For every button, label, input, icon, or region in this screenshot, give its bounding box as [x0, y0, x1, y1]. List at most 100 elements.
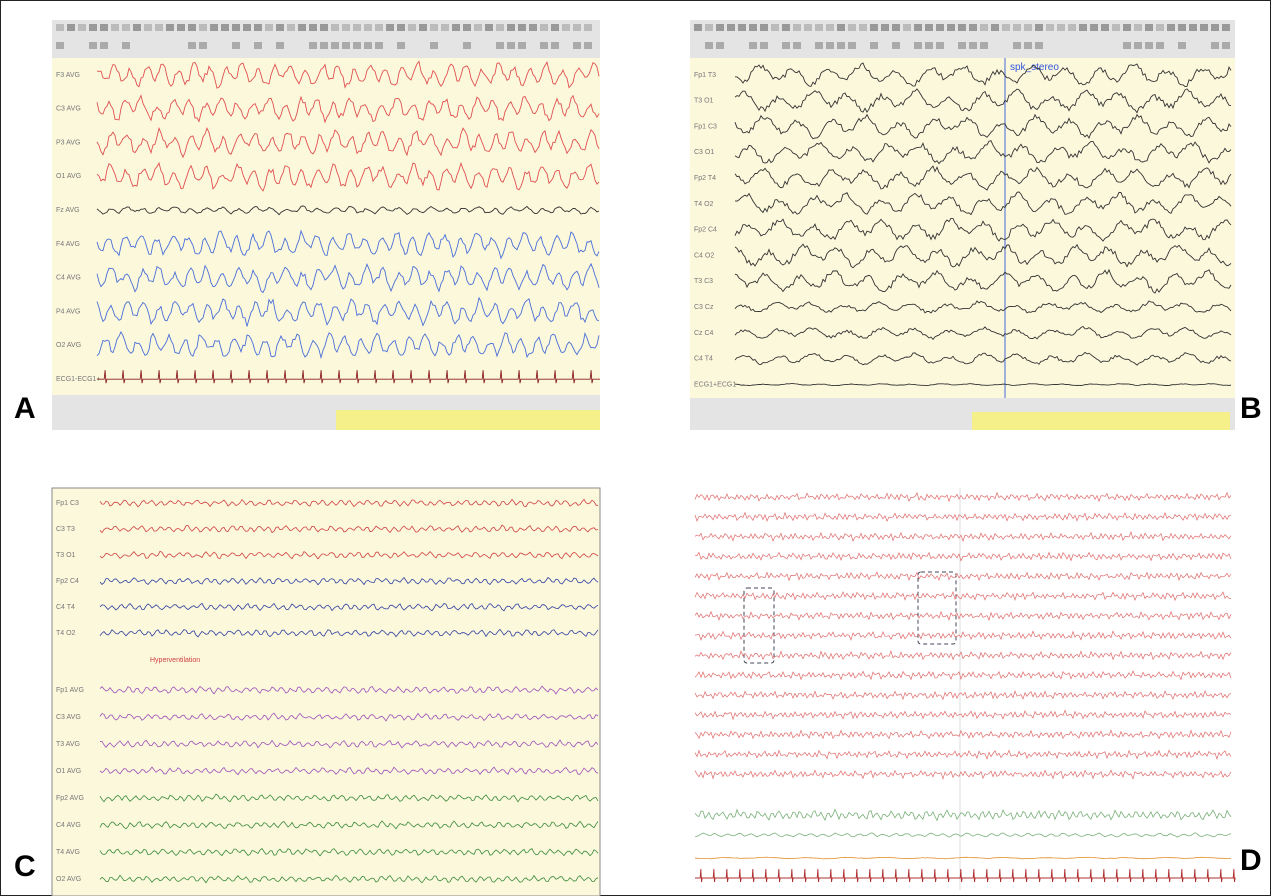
toolbar-icon [1079, 24, 1087, 31]
toolbar-icon [320, 42, 328, 49]
channel-label: Cz C4 [694, 330, 714, 337]
toolbar-icon [870, 42, 878, 49]
toolbar-icon [1134, 24, 1142, 31]
toolbar-icon [1222, 24, 1230, 31]
toolbar-icon [221, 24, 229, 31]
toolbar-icon [397, 24, 405, 31]
panel-label: D [1240, 844, 1262, 877]
toolbar-icon [298, 24, 306, 31]
toolbar-icon [463, 24, 471, 31]
toolbar-icon [826, 24, 834, 31]
toolbar-icon [914, 42, 922, 49]
toolbar-icon [551, 42, 559, 49]
timeline [336, 410, 600, 430]
toolbar-icon [826, 42, 834, 49]
toolbar-icon [936, 24, 944, 31]
toolbar-icon [441, 24, 449, 31]
toolbar-icon [837, 24, 845, 31]
toolbar-icon [188, 42, 196, 49]
toolbar-icon [166, 24, 174, 31]
toolbar-icon [463, 42, 471, 49]
toolbar-icon [705, 24, 713, 31]
toolbar-icon [892, 24, 900, 31]
channel-label: C3 AVG [56, 106, 81, 113]
channel-label: T3 C3 [694, 278, 713, 285]
annotation: Hyperventilation [150, 657, 200, 664]
toolbar-icon [969, 42, 977, 49]
channel-label: C4 T4 [56, 604, 75, 611]
toolbar-icon [1167, 24, 1175, 31]
toolbar-icon [1013, 24, 1021, 31]
toolbar-icon [353, 42, 361, 49]
toolbar-icon [1002, 24, 1010, 31]
toolbar-icon [188, 24, 196, 31]
toolbar-icon [287, 24, 295, 31]
toolbar-icon [56, 42, 64, 49]
toolbar-icon [793, 24, 801, 31]
channel-label: Fp2 T4 [694, 175, 716, 182]
toolbar-icon [386, 24, 394, 31]
toolbar-icon [903, 24, 911, 31]
channel-label: C3 AVG [56, 714, 81, 721]
toolbar-icon [276, 24, 284, 31]
toolbar-icon [474, 24, 482, 31]
toolbar-icon [342, 24, 350, 31]
toolbar-icon [496, 42, 504, 49]
channel-label: F4 AVG [56, 241, 80, 248]
toolbar-icon [749, 24, 757, 31]
channel-label: O2 AVG [56, 342, 81, 349]
toolbar-icon [89, 42, 97, 49]
toolbar-icon [122, 42, 130, 49]
toolbar-icon [1156, 24, 1164, 31]
toolbar-icon [331, 42, 339, 49]
toolbar-icon [309, 24, 317, 31]
toolbar-icon [925, 42, 933, 49]
toolbar-icon [111, 24, 119, 31]
toolbar-icon [881, 24, 889, 31]
toolbar-icon [364, 24, 372, 31]
toolbar-icon [540, 42, 548, 49]
timeline [972, 412, 1230, 430]
toolbar-icon [1211, 42, 1219, 49]
channel-label: T3 O1 [56, 552, 76, 559]
toolbar-icon [375, 24, 383, 31]
toolbar-icon [540, 24, 548, 31]
toolbar-icon [782, 24, 790, 31]
toolbar-icon [892, 42, 900, 49]
toolbar-icon [507, 42, 515, 49]
channel-label: O1 AVG [56, 768, 81, 775]
toolbar-icon [1211, 24, 1219, 31]
toolbar-icon [199, 42, 207, 49]
toolbar-icon [331, 24, 339, 31]
toolbar-icon [100, 42, 108, 49]
toolbar-icon [89, 24, 97, 31]
toolbar-icon [848, 42, 856, 49]
toolbar-icon [1189, 24, 1197, 31]
toolbar-icon [793, 42, 801, 49]
toolbar-icon [936, 42, 944, 49]
toolbar-icon [1057, 24, 1065, 31]
toolbar-icon [155, 24, 163, 31]
channel-label: O1 AVG [56, 173, 81, 180]
toolbar-icon [980, 24, 988, 31]
toolbar-icon [760, 24, 768, 31]
toolbar-icon [1112, 24, 1120, 31]
toolbar-icon [375, 42, 383, 49]
toolbar-icon [551, 24, 559, 31]
toolbar-icon [232, 24, 240, 31]
toolbar-icon [78, 24, 86, 31]
toolbar-icon [859, 24, 867, 31]
toolbar-icon [254, 24, 262, 31]
toolbar-icon [177, 24, 185, 31]
channel-label: Fp2 C4 [56, 578, 79, 585]
toolbar-icon [507, 24, 515, 31]
toolbar-icon [100, 24, 108, 31]
toolbar-icon [914, 24, 922, 31]
toolbar-icon [133, 24, 141, 31]
toolbar-icon [452, 24, 460, 31]
toolbar-icon [1178, 42, 1186, 49]
toolbar-icon [1035, 42, 1043, 49]
toolbar-icon [584, 24, 592, 31]
channel-label: Fz AVG [56, 207, 80, 214]
toolbar-icon [232, 42, 240, 49]
